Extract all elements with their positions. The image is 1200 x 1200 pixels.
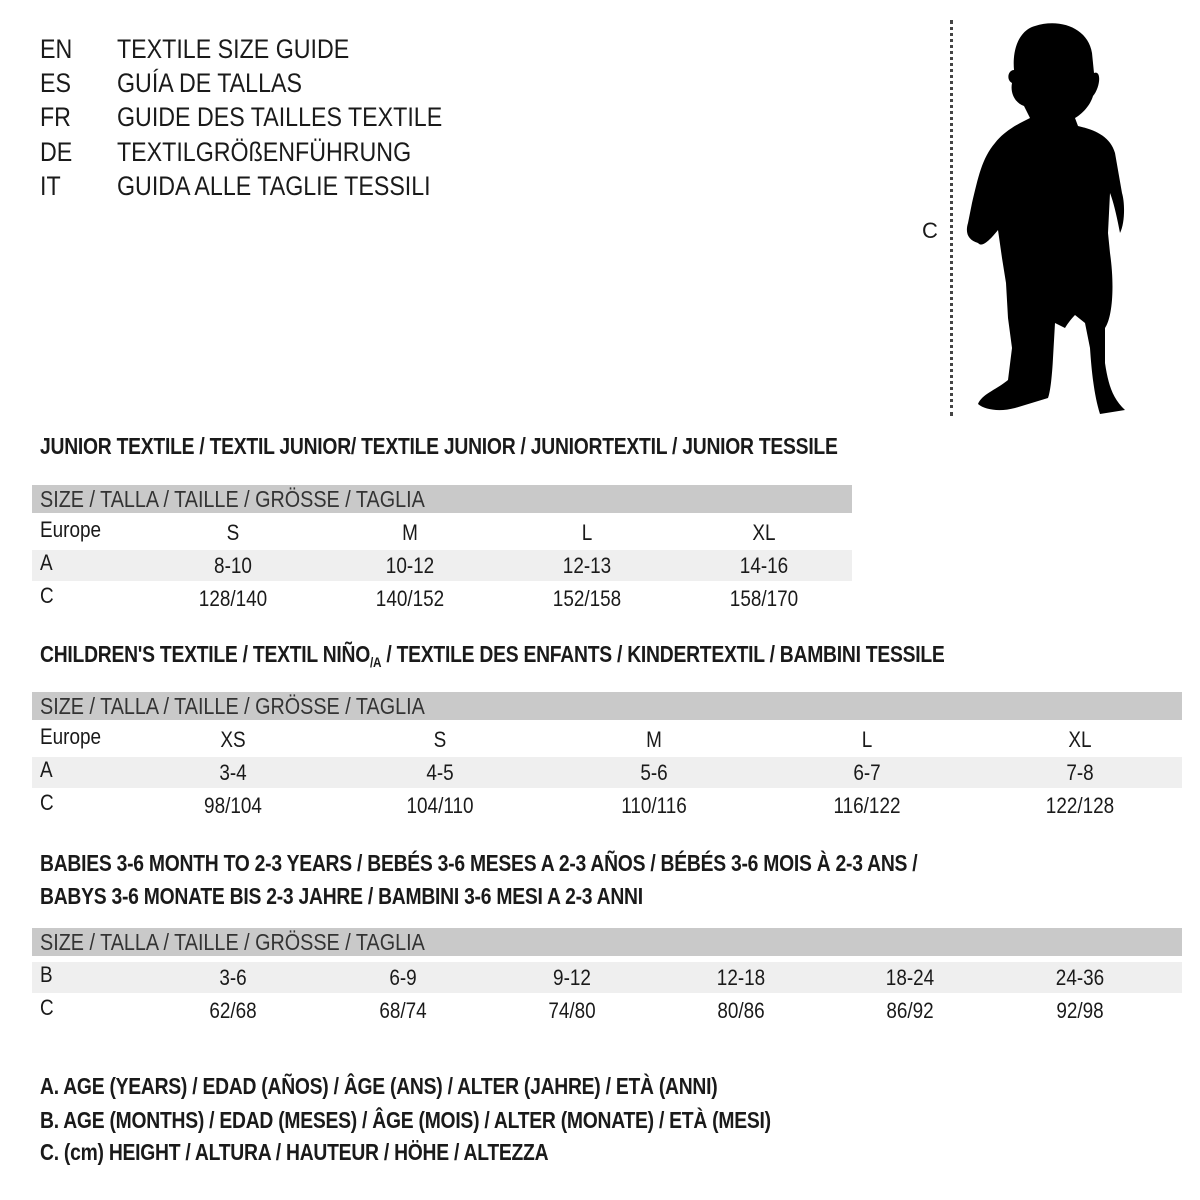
- row-label: C: [40, 583, 54, 608]
- lang-title: GUÍA DE TALLAS: [117, 68, 302, 98]
- row-label: C: [40, 995, 54, 1020]
- table-cell: L: [861, 727, 873, 752]
- height-measure-label: C: [922, 218, 938, 243]
- legend-c: C. (cm) HEIGHT / ALTURA / HAUTEUR / HÖHE…: [40, 1139, 549, 1165]
- table-cell: 8-10: [214, 553, 252, 578]
- title-subscript: /A: [370, 654, 382, 670]
- table-cell: 6-7: [853, 760, 881, 785]
- table-cell: 9-12: [553, 965, 591, 990]
- table-cell: 18-24: [885, 965, 935, 990]
- table-cell: 12-18: [716, 965, 766, 990]
- table-cell: 62/68: [209, 998, 257, 1023]
- table-cell: 98/104: [204, 793, 262, 818]
- table-header: SIZE / TALLA / TAILLE / GRÖSSE / TAGLIA: [32, 928, 1182, 956]
- table-row: A 8-10 10-12 12-13 14-16: [32, 550, 852, 581]
- table-header-label: SIZE / TALLA / TAILLE / GRÖSSE / TAGLIA: [40, 486, 425, 512]
- table-row: Europe XS S M L XL: [32, 724, 1182, 755]
- table-header: SIZE / TALLA / TAILLE / GRÖSSE / TAGLIA: [32, 485, 852, 513]
- table-row: B 3-6 6-9 9-12 12-18 18-24 24-36: [32, 962, 1182, 993]
- lang-title: GUIDA ALLE TAGLIE TESSILI: [117, 171, 431, 201]
- row-label: C: [40, 790, 54, 815]
- table-cell: XS: [220, 727, 246, 752]
- table-row: Europe S M L XL: [32, 517, 852, 548]
- row-label: A: [40, 550, 53, 575]
- legend-a: A. AGE (YEARS) / EDAD (AÑOS) / ÂGE (ANS)…: [40, 1073, 718, 1099]
- table-header: SIZE / TALLA / TAILLE / GRÖSSE / TAGLIA: [32, 692, 1182, 720]
- table-cell: 86/92: [886, 998, 934, 1023]
- table-cell: 116/122: [833, 793, 901, 818]
- table-cell: 6-9: [389, 965, 417, 990]
- lang-title: GUIDE DES TAILLES TEXTILE: [117, 102, 443, 132]
- table-row: C 98/104 104/110 110/116 116/122 122/128: [32, 790, 1182, 821]
- table-cell: 3-4: [219, 760, 247, 785]
- table-cell: 12-13: [562, 553, 612, 578]
- table-cell: 24-36: [1055, 965, 1105, 990]
- table-cell: 14-16: [739, 553, 789, 578]
- legend-b: B. AGE (MONTHS) / EDAD (MESES) / ÂGE (MO…: [40, 1107, 771, 1133]
- child-silhouette-icon: [966, 23, 1125, 414]
- table-cell: M: [402, 520, 418, 545]
- table-cell: 158/170: [729, 586, 799, 611]
- lang-title: TEXTILE SIZE GUIDE: [117, 34, 350, 64]
- table-cell: 3-6: [219, 965, 247, 990]
- babies-section-title-line2: BABYS 3-6 MONATE BIS 2-3 JAHRE / BAMBINI…: [40, 883, 643, 909]
- table-cell: S: [226, 520, 240, 545]
- table-cell: 104/110: [406, 793, 474, 818]
- babies-section-title-line1: BABIES 3-6 MONTH TO 2-3 YEARS / BEBÉS 3-…: [40, 850, 918, 876]
- lang-code: IT: [40, 171, 61, 201]
- title-text: / TEXTILE DES ENFANTS / KINDERTEXTIL / B…: [381, 641, 945, 667]
- row-label: B: [40, 962, 53, 987]
- lang-code: DE: [40, 137, 73, 167]
- table-row: C 62/68 68/74 74/80 80/86 86/92 92/98: [32, 995, 1182, 1026]
- table-cell: 7-8: [1066, 760, 1094, 785]
- table-cell: 74/80: [548, 998, 596, 1023]
- children-section-title: CHILDREN'S TEXTILE / TEXTIL NIÑO/A / TEX…: [40, 641, 945, 670]
- table-header-label: SIZE / TALLA / TAILLE / GRÖSSE / TAGLIA: [40, 929, 425, 955]
- table-cell: 140/152: [375, 586, 445, 611]
- table-row: C 128/140 140/152 152/158 158/170: [32, 583, 852, 614]
- lang-code: ES: [40, 68, 71, 98]
- lang-code: FR: [40, 102, 71, 132]
- row-label: Europe: [40, 517, 102, 542]
- table-cell: L: [581, 520, 593, 545]
- row-label: Europe: [40, 724, 102, 749]
- table-row: A 3-4 4-5 5-6 6-7 7-8: [32, 757, 1182, 788]
- table-cell: 4-5: [426, 760, 454, 785]
- table-cell: S: [433, 727, 447, 752]
- lang-title: TEXTILGRÖßENFÜHRUNG: [117, 137, 412, 167]
- junior-section-title: JUNIOR TEXTILE / TEXTIL JUNIOR/ TEXTILE …: [40, 433, 838, 459]
- table-cell: 128/140: [198, 586, 268, 611]
- table-cell: 5-6: [640, 760, 668, 785]
- lang-code: EN: [40, 34, 73, 64]
- table-cell: 10-12: [385, 553, 435, 578]
- title-text: CHILDREN'S TEXTILE / TEXTIL NIÑO: [40, 641, 371, 667]
- height-measure-line: [950, 20, 953, 416]
- table-header-label: SIZE / TALLA / TAILLE / GRÖSSE / TAGLIA: [40, 693, 425, 719]
- row-label: A: [40, 757, 53, 782]
- table-cell: XL: [1068, 727, 1092, 752]
- table-cell: 92/98: [1056, 998, 1104, 1023]
- table-cell: 122/128: [1045, 793, 1115, 818]
- table-cell: XL: [752, 520, 776, 545]
- table-cell: M: [646, 727, 662, 752]
- table-cell: 110/116: [621, 793, 687, 818]
- table-cell: 80/86: [717, 998, 765, 1023]
- table-cell: 68/74: [379, 998, 427, 1023]
- table-cell: 152/158: [552, 586, 622, 611]
